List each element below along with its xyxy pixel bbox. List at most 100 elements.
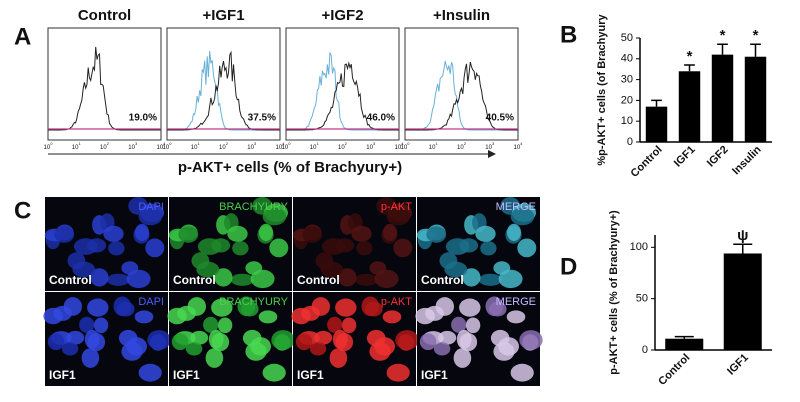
histogram-frame [47, 27, 162, 141]
y-tick-label: 50 [621, 32, 633, 44]
tick-exponent: 2 [464, 141, 467, 146]
y-tick-label: 50 [636, 293, 648, 305]
nucleus [490, 329, 510, 347]
nucleus [134, 310, 154, 324]
histogram-frame [404, 27, 519, 141]
tick-exponent: 3 [492, 141, 495, 146]
tick-base: 10 [401, 145, 408, 151]
channel-label: DAPI [138, 296, 164, 308]
condition-label: Control [49, 273, 92, 287]
nucleus [510, 363, 534, 382]
channel-label: MERGE [496, 201, 536, 213]
nucleus [433, 342, 451, 356]
flow-x-label: p-AKT+ cells (% of Brachyury+) [178, 159, 402, 176]
tick-exponent: 2 [226, 141, 229, 146]
gate-percent: 40.5% [486, 113, 514, 124]
nucleus [510, 207, 535, 226]
gate-percent: 46.0% [367, 113, 395, 124]
nucleus [444, 261, 468, 278]
nucleus [147, 330, 171, 350]
flow-tick-label: 102 [219, 141, 229, 151]
nucleus [351, 225, 372, 242]
flow-tick-label: 100 [282, 141, 292, 151]
nucleus [47, 333, 65, 351]
error-bar [674, 335, 694, 339]
nucleus [108, 241, 125, 256]
tick-exponent: 1 [78, 141, 81, 146]
nuclei [43, 296, 171, 382]
nucleus [271, 330, 295, 350]
nuclei [292, 197, 413, 289]
nucleus [66, 330, 85, 345]
nucleus [295, 333, 313, 351]
nucleus [386, 363, 410, 382]
nucleus [241, 301, 259, 317]
flow-tick-label: 103 [485, 141, 495, 151]
tick-exponent: 3 [135, 141, 138, 146]
bar [723, 253, 762, 350]
tick-base: 10 [247, 145, 254, 151]
tick-exponent: 2 [345, 141, 348, 146]
tick-base: 10 [276, 145, 283, 151]
y-tick-label: 0 [627, 136, 633, 148]
nucleus [126, 269, 151, 289]
flow-tick-label: 102 [100, 141, 110, 151]
panel-label: D [560, 253, 577, 280]
nucleus [465, 317, 481, 334]
tick-base: 10 [44, 145, 51, 151]
channel-label: p-AKT [381, 201, 412, 213]
nucleus [135, 223, 149, 242]
flow-tick-label: 104 [395, 141, 405, 151]
panel-label: C [14, 197, 31, 224]
nucleus [386, 207, 411, 226]
nuclei [44, 197, 165, 289]
tick-exponent: 4 [520, 141, 523, 146]
tick-exponent: 4 [163, 141, 166, 146]
nucleus [79, 316, 95, 333]
nucleus [230, 273, 254, 286]
nucleus [138, 207, 163, 226]
nucleus [329, 348, 348, 368]
nucleus [269, 238, 289, 258]
nucleus [250, 269, 275, 289]
tick-base: 10 [514, 145, 521, 151]
histogram-title: +IGF2 [321, 7, 363, 24]
nucleus [121, 342, 143, 361]
nucleus [106, 273, 130, 286]
nuclei [167, 296, 295, 382]
flow-tick-label: 104 [157, 141, 167, 151]
nucleus [338, 268, 357, 287]
flow-tick-label: 103 [128, 141, 138, 151]
y-tick-label: 30 [621, 74, 633, 86]
x-tick-label: Control [656, 352, 692, 388]
tick-exponent: 0 [50, 141, 53, 146]
tick-exponent: 1 [435, 141, 438, 146]
nucleus [453, 348, 472, 368]
nucleus [327, 316, 343, 333]
nucleus [190, 330, 209, 345]
x-tick-label: Insulin [730, 143, 764, 177]
condition-label: IGF1 [173, 368, 200, 382]
nucleus [259, 223, 273, 242]
histogram-title: Control [78, 7, 131, 24]
nuclei [291, 296, 419, 382]
flow-tick-label: 100 [163, 141, 173, 151]
tick-base: 10 [310, 145, 317, 151]
nucleus [366, 329, 386, 347]
nucleus [87, 298, 109, 317]
nucleus [196, 261, 220, 278]
nucleus [309, 342, 327, 356]
tick-exponent: 2 [107, 141, 110, 146]
nucleus [475, 225, 496, 242]
flow-tick-label: 104 [276, 141, 286, 151]
nucleus [335, 298, 357, 317]
tick-base: 10 [191, 145, 198, 151]
condition-label: IGF1 [49, 368, 76, 382]
histogram-curve [286, 61, 399, 131]
nuclei [416, 197, 537, 289]
nucleus [211, 298, 233, 317]
error-bar [684, 64, 695, 72]
bar [645, 106, 668, 142]
condition-label: IGF1 [421, 368, 448, 382]
